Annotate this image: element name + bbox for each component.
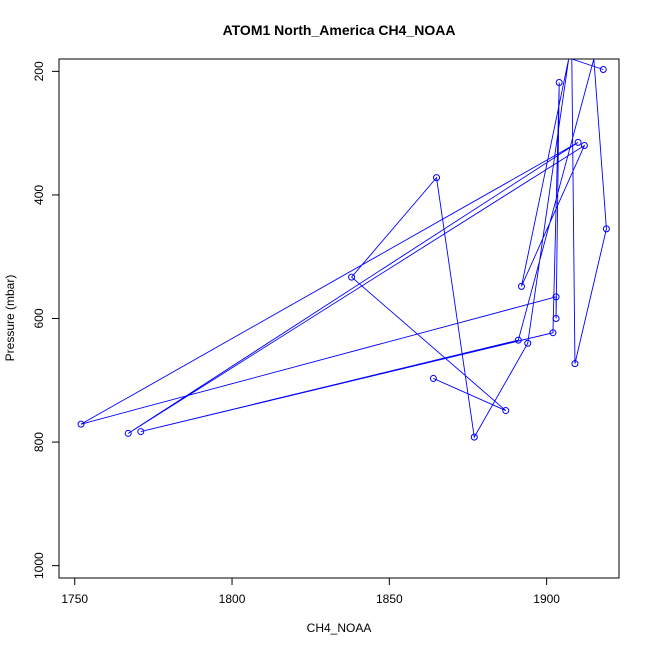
data-point [524,339,532,347]
data-point [555,78,563,86]
data-point [552,315,560,322]
data-point [137,428,145,436]
data-point [571,360,579,368]
plot-frame [58,58,620,579]
y-tick-label: 1000 [32,552,46,579]
data-point [574,138,582,146]
data-point [552,293,560,301]
data-point [502,407,510,415]
x-tick-label: 1900 [533,592,560,606]
data-point [433,174,441,182]
data-point [580,142,588,149]
x-tick-label: 1800 [219,592,246,606]
series-group [77,59,610,441]
y-tick-label: 800 [32,432,46,452]
series-line [80,59,607,439]
chart-title: ATOM1 North_America CH4_NOAA [223,22,456,38]
data-point [348,273,356,281]
data-point [602,225,610,233]
data-point [549,329,557,337]
y-axis: 200 400 600 800 1000 [32,61,60,579]
x-tick-label: 1850 [376,592,403,606]
data-point [599,66,607,74]
data-point [514,336,522,344]
data-point [470,433,478,441]
data-point [77,420,85,428]
data-point [124,429,132,437]
data-point [517,282,525,290]
x-axis-label: CH4_NOAA [307,621,372,635]
data-point [429,374,437,382]
y-axis-label: Pressure (mbar) [3,275,17,362]
y-tick-label: 400 [32,185,46,205]
x-tick-label: 1750 [61,592,88,606]
x-axis: 1750 1800 1850 1900 [61,577,560,606]
y-tick-label: 200 [32,61,46,81]
y-tick-label: 600 [32,308,46,328]
